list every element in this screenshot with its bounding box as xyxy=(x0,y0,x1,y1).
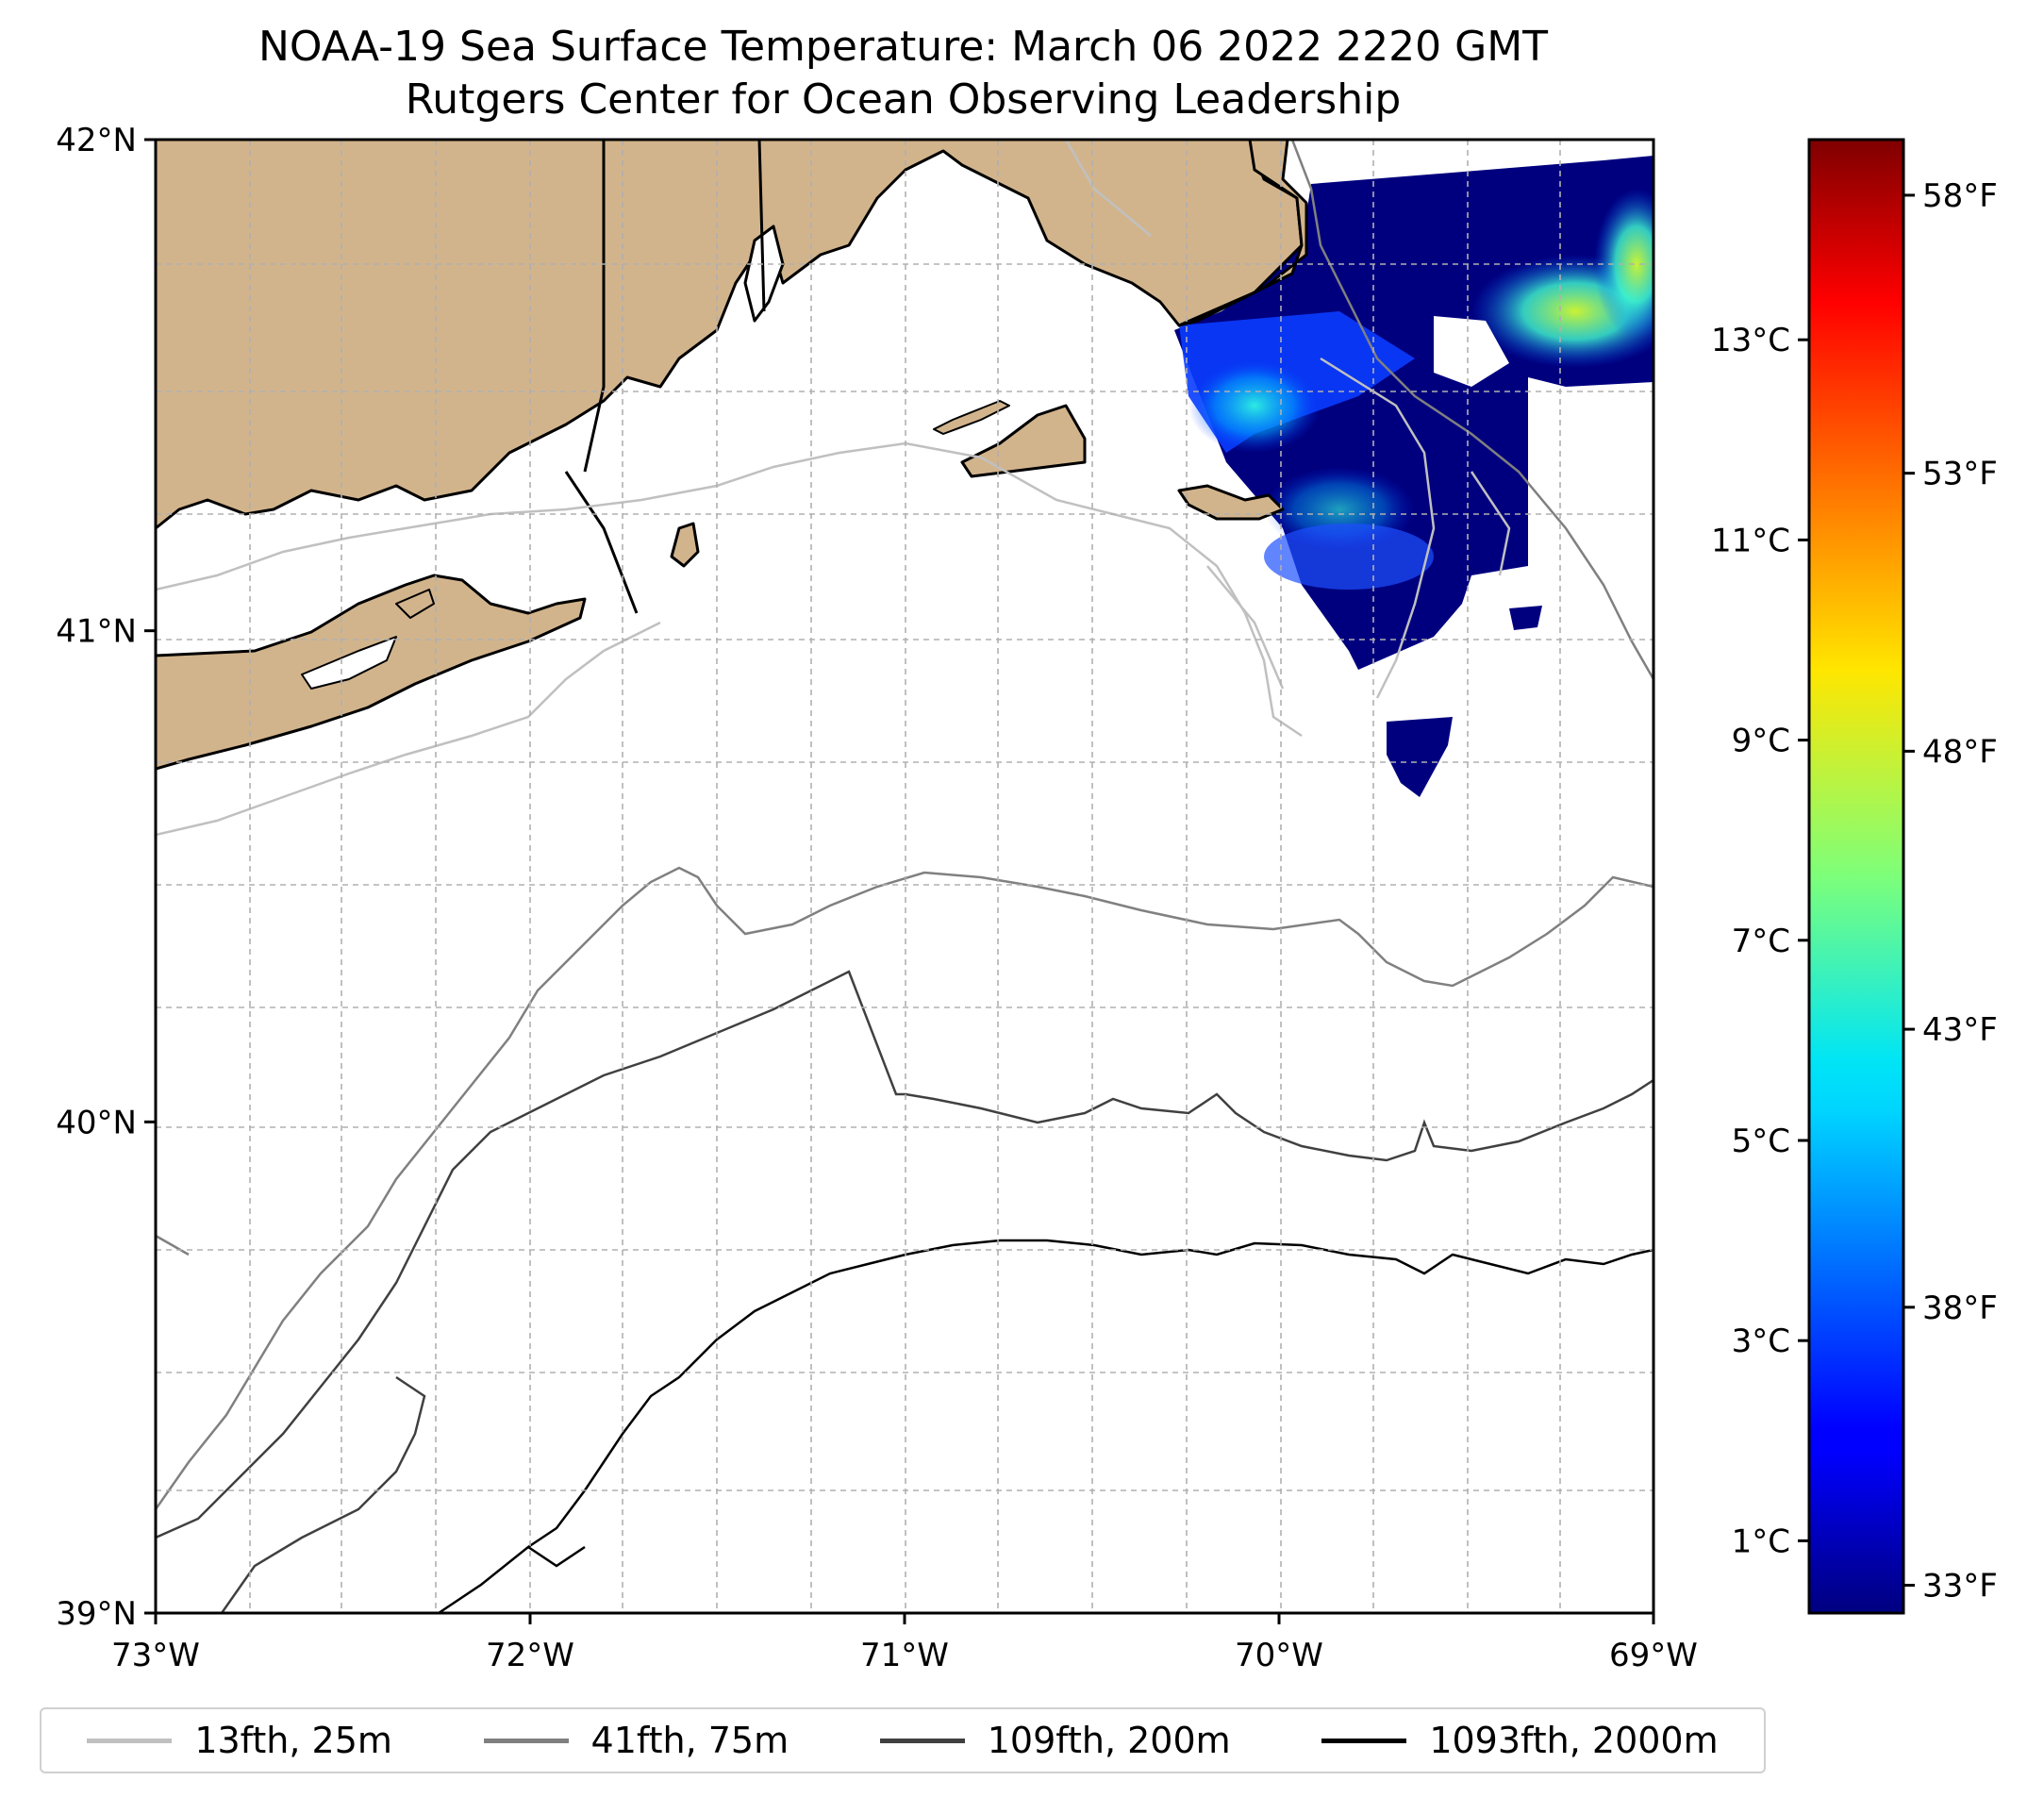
sst-isolated-patch xyxy=(1387,717,1453,797)
contour-75m xyxy=(156,140,1653,1510)
lat-tick-label: 41°N xyxy=(56,613,137,651)
bathymetry-contours xyxy=(156,140,1653,1613)
fahrenheit-tick-label: 38°F xyxy=(1922,1290,1998,1327)
land xyxy=(156,140,1308,771)
celsius-tick-label: 11°C xyxy=(1711,522,1790,559)
legend-item-75m: 41fth, 75m xyxy=(483,1720,789,1761)
lat-tick-label: 40°N xyxy=(56,1104,137,1141)
legend-label-25m: 13fth, 25m xyxy=(194,1720,392,1761)
colorbar: 1°C 3°C 5°C 7°C 9°C 11°C 13°C 33°F 38°F 43°F 48°F… xyxy=(1711,138,1998,1615)
map-area xyxy=(156,140,1653,1613)
colorbar-gradient xyxy=(1807,138,1905,1615)
gridlines xyxy=(156,140,1653,1613)
colorbar-fahrenheit-ticks: 33°F 38°F 43°F 48°F 53°F 58°F xyxy=(1903,177,1998,1606)
legend-label-200m: 109fth, 200m xyxy=(987,1720,1231,1761)
fahrenheit-tick-label: 48°F xyxy=(1922,733,1998,771)
fahrenheit-tick-label: 43°F xyxy=(1922,1011,1998,1049)
celsius-tick-label: 5°C xyxy=(1732,1123,1790,1160)
legend-item-200m: 109fth, 200m xyxy=(879,1720,1231,1761)
legend-swatch-2000m xyxy=(1321,1738,1407,1743)
lon-tick-label: 69°W xyxy=(1609,1637,1698,1674)
title-line-2: Rutgers Center for Ocean Observing Leade… xyxy=(405,75,1402,124)
fahrenheit-tick-label: 33°F xyxy=(1922,1568,1998,1606)
title-line-1: NOAA-19 Sea Surface Temperature: March 0… xyxy=(258,23,1549,71)
lon-tick-label: 70°W xyxy=(1235,1637,1323,1674)
lon-tick-label: 73°W xyxy=(111,1637,200,1674)
sst-data-layer xyxy=(1174,156,1653,797)
legend-swatch-75m xyxy=(483,1738,569,1743)
legend-label-2000m: 1093fth, 2000m xyxy=(1429,1720,1719,1761)
celsius-tick-label: 3°C xyxy=(1732,1323,1790,1360)
legend-item-2000m: 1093fth, 2000m xyxy=(1321,1720,1719,1761)
celsius-tick-label: 7°C xyxy=(1732,923,1790,960)
celsius-tick-label: 9°C xyxy=(1732,723,1790,760)
legend-swatch-200m xyxy=(879,1738,965,1743)
longitude-axis: 73°W 72°W 71°W 70°W 69°W xyxy=(111,1613,1698,1674)
contour-25m xyxy=(156,140,1511,837)
lat-tick-label: 42°N xyxy=(56,122,137,159)
contour-legend: 13fth, 25m 41fth, 75m 109fth, 200m 1093f… xyxy=(40,1707,1766,1773)
state-boundaries xyxy=(564,140,766,614)
celsius-tick-label: 13°C xyxy=(1711,322,1790,359)
lon-tick-label: 71°W xyxy=(860,1637,949,1674)
legend-swatch-25m xyxy=(87,1738,173,1743)
map-title: NOAA-19 Sea Surface Temperature: March 0… xyxy=(0,21,1806,126)
fahrenheit-tick-label: 58°F xyxy=(1922,177,1998,215)
lat-tick-label: 39°N xyxy=(56,1595,137,1633)
contour-2000m xyxy=(438,1239,1653,1613)
latitude-axis: 42°N 41°N 40°N 39°N xyxy=(56,122,156,1633)
legend-item-25m: 13fth, 25m xyxy=(87,1720,392,1761)
lon-tick-label: 72°W xyxy=(486,1637,574,1674)
celsius-tick-label: 1°C xyxy=(1732,1522,1790,1560)
fahrenheit-tick-label: 53°F xyxy=(1922,456,1998,493)
colorbar-celsius-ticks: 1°C 3°C 5°C 7°C 9°C 11°C 13°C xyxy=(1711,322,1809,1560)
legend-label-75m: 41fth, 75m xyxy=(590,1720,789,1761)
